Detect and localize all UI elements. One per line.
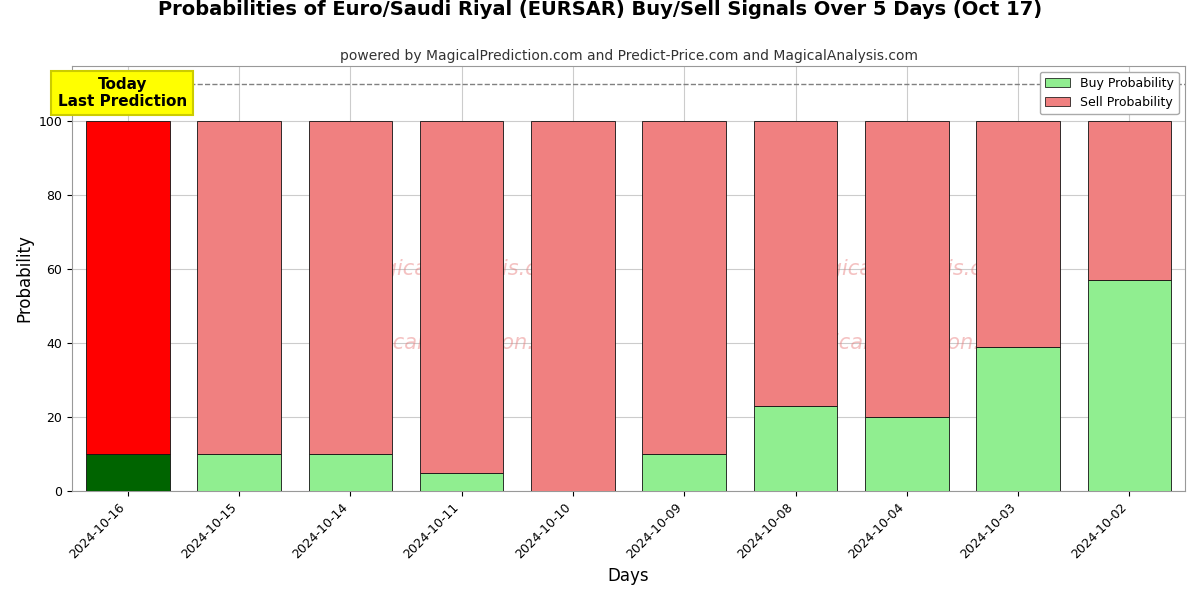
Text: Probabilities of Euro/Saudi Riyal (EURSAR) Buy/Sell Signals Over 5 Days (Oct 17): Probabilities of Euro/Saudi Riyal (EURSA… (158, 0, 1042, 19)
Bar (308, 454, 392, 491)
Bar (420, 473, 503, 491)
Bar (420, 121, 503, 473)
Bar (977, 121, 1060, 347)
Text: MagicalPrediction.com: MagicalPrediction.com (344, 333, 580, 353)
Bar (642, 454, 726, 491)
Bar (1087, 280, 1171, 491)
Legend: Buy Probability, Sell Probability: Buy Probability, Sell Probability (1040, 72, 1178, 114)
Y-axis label: Probability: Probability (16, 235, 34, 322)
X-axis label: Days: Days (607, 567, 649, 585)
Text: MagicalAnalysis.com: MagicalAnalysis.com (798, 259, 1015, 279)
Bar (308, 121, 392, 454)
Text: MagicalAnalysis.com: MagicalAnalysis.com (353, 259, 570, 279)
Bar (754, 406, 838, 491)
Bar (86, 454, 169, 491)
Bar (865, 121, 948, 417)
Bar (754, 121, 838, 406)
Bar (197, 121, 281, 454)
Text: MagicalPrediction.com: MagicalPrediction.com (790, 333, 1025, 353)
Bar (86, 121, 169, 454)
Text: Today
Last Prediction: Today Last Prediction (58, 77, 187, 109)
Bar (532, 121, 614, 491)
Bar (1087, 121, 1171, 280)
Bar (197, 454, 281, 491)
Bar (865, 417, 948, 491)
Bar (642, 121, 726, 454)
Bar (977, 347, 1060, 491)
Title: powered by MagicalPrediction.com and Predict-Price.com and MagicalAnalysis.com: powered by MagicalPrediction.com and Pre… (340, 49, 918, 63)
